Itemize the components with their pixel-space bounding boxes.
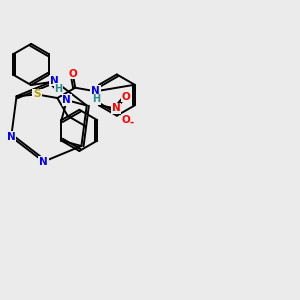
Text: N: N bbox=[112, 103, 121, 113]
Text: O: O bbox=[122, 115, 130, 125]
Text: O: O bbox=[122, 92, 130, 102]
Text: N: N bbox=[39, 157, 48, 167]
Text: N: N bbox=[7, 132, 16, 142]
Text: -: - bbox=[130, 118, 134, 128]
Text: H: H bbox=[54, 84, 62, 94]
Text: S: S bbox=[33, 89, 41, 100]
Text: O: O bbox=[68, 68, 77, 79]
Text: H: H bbox=[92, 94, 101, 104]
Text: N: N bbox=[91, 86, 100, 96]
Text: N: N bbox=[50, 76, 59, 85]
Text: N: N bbox=[62, 95, 71, 105]
